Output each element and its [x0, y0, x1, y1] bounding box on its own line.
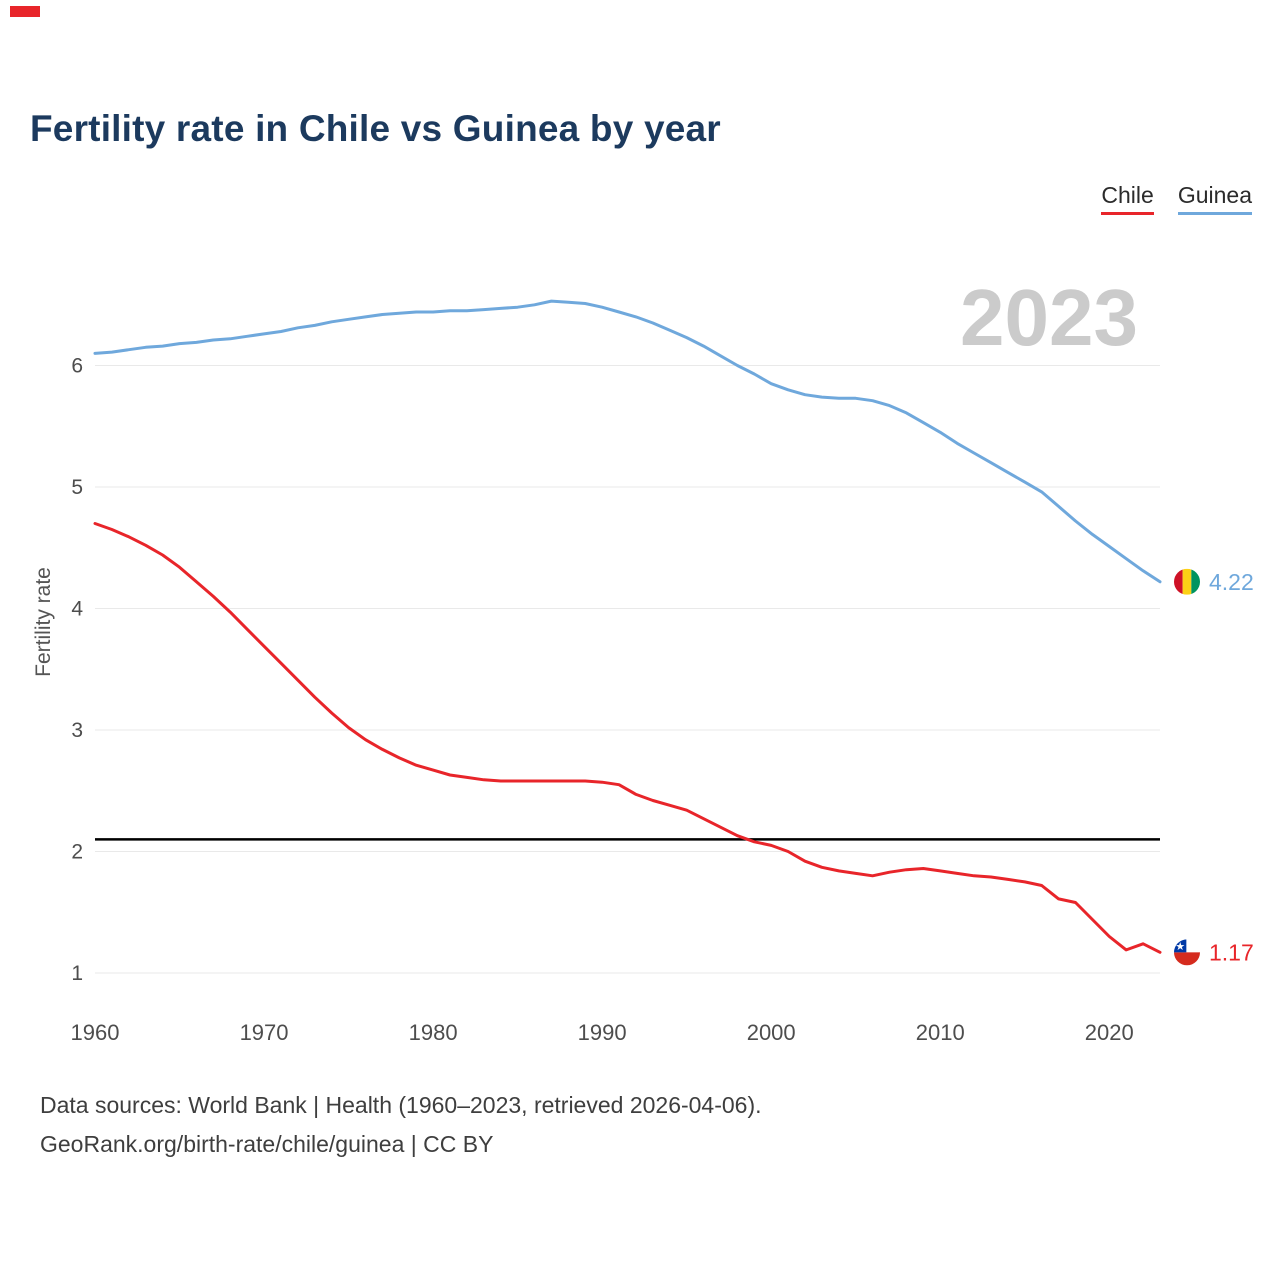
x-tick-label: 1970 [240, 1020, 289, 1045]
y-tick-label: 1 [71, 962, 83, 985]
legend: Chile Guinea [1101, 182, 1252, 215]
y-tick-label: 5 [71, 476, 83, 499]
legend-item-chile[interactable]: Chile [1101, 182, 1154, 215]
data-sources-line: Data sources: World Bank | Health (1960–… [40, 1092, 762, 1118]
footer: Data sources: World Bank | Health (1960–… [40, 1086, 762, 1164]
x-tick-label: 2000 [747, 1020, 796, 1045]
guinea-end-marker: 4.22 [1174, 568, 1254, 595]
chile-end-marker: ★ 1.17 [1174, 939, 1254, 966]
chile-end-value: 1.17 [1209, 939, 1254, 965]
guinea-line [93, 299, 1162, 584]
y-tick-label: 2 [71, 841, 83, 864]
attribution-line: GeoRank.org/birth-rate/chile/guinea | CC… [40, 1131, 494, 1157]
x-tick-label: 1960 [71, 1020, 120, 1045]
y-tick-label: 6 [71, 355, 83, 378]
guinea-flag-icon [1174, 568, 1200, 595]
chart-title: Fertility rate in Chile vs Guinea by yea… [30, 108, 721, 149]
top-left-red-mark [10, 6, 40, 17]
x-tick-label: 2020 [1085, 1020, 1134, 1045]
x-tick-label: 1990 [578, 1020, 627, 1045]
gridlines: 1 2 3 4 5 6 [71, 355, 1160, 985]
y-tick-label: 3 [71, 719, 83, 742]
guinea-end-value: 4.22 [1209, 569, 1254, 595]
legend-item-guinea[interactable]: Guinea [1177, 182, 1252, 215]
chile-flag-icon: ★ [1174, 939, 1200, 966]
watermark-year: 2023 [960, 273, 1138, 362]
y-tick-label: 4 [71, 598, 83, 621]
svg-text:★: ★ [1175, 941, 1185, 953]
x-tick-label: 2010 [916, 1020, 965, 1045]
x-tick-label: 1980 [409, 1020, 458, 1045]
chile-line [93, 522, 1162, 954]
